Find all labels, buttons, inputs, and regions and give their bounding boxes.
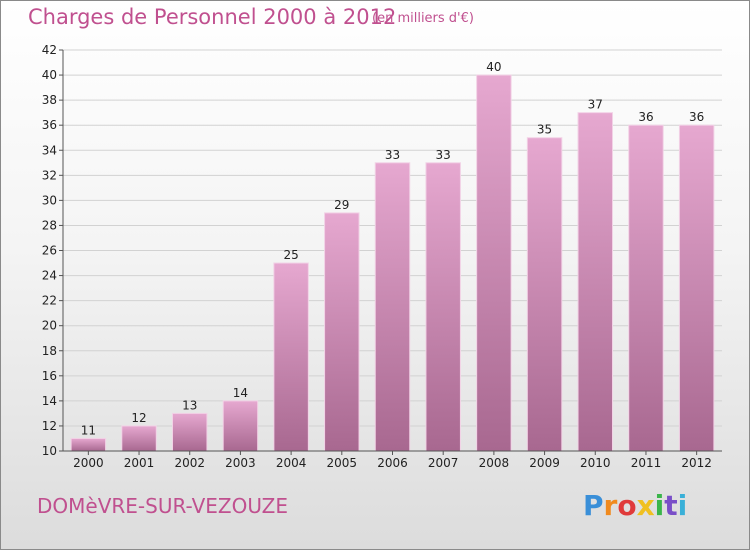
y-tick-label: 36 bbox=[42, 118, 57, 132]
bar-2001 bbox=[121, 425, 157, 452]
x-tick-label: 2010 bbox=[580, 456, 611, 470]
x-tick-label: 2005 bbox=[327, 456, 358, 470]
y-tick-label: 32 bbox=[42, 168, 57, 182]
x-tick-label: 2002 bbox=[174, 456, 205, 470]
y-tick-label: 16 bbox=[42, 369, 57, 383]
x-tick-label: 2003 bbox=[225, 456, 256, 470]
y-tick-label: 14 bbox=[42, 394, 57, 408]
data-label: 11 bbox=[81, 423, 96, 437]
x-tick-label: 2012 bbox=[681, 456, 712, 470]
logo-letter: P bbox=[583, 489, 604, 522]
x-tick-label: 2000 bbox=[73, 456, 104, 470]
bar-2010 bbox=[577, 112, 614, 452]
data-label: 12 bbox=[131, 411, 146, 425]
chart-subtitle: (en milliers d'€) bbox=[372, 11, 474, 26]
y-tick-label: 40 bbox=[42, 68, 57, 82]
labels: 11 12 13 14 25 29 33 33 40 35 37 36 36 bbox=[81, 60, 705, 437]
x-tick-label: 2006 bbox=[377, 456, 408, 470]
logo-letter: o bbox=[617, 489, 637, 522]
data-label: 25 bbox=[283, 248, 298, 262]
x-tick-label: 2001 bbox=[124, 456, 155, 470]
data-label: 36 bbox=[638, 110, 653, 124]
axes: 10 12 14 16 18 20 22 24 26 28 30 32 34 36 38 40 42 2000 20… bbox=[42, 43, 722, 470]
y-tick-label: 42 bbox=[42, 43, 57, 57]
bar-2008 bbox=[476, 74, 512, 452]
bar-2006 bbox=[374, 162, 411, 452]
data-label: 40 bbox=[486, 60, 501, 74]
y-tick-label: 34 bbox=[42, 143, 57, 157]
bar-2012 bbox=[678, 124, 715, 452]
x-tick-label: 2009 bbox=[529, 456, 560, 470]
data-label: 35 bbox=[537, 123, 552, 137]
bar-2005 bbox=[324, 212, 360, 452]
logo-letter: i bbox=[677, 489, 688, 522]
bars bbox=[70, 74, 715, 452]
proxiti-logo: Proxiti bbox=[583, 489, 687, 522]
bar-2002 bbox=[171, 412, 208, 452]
bar-2004 bbox=[273, 262, 309, 452]
logo-letter: x bbox=[636, 489, 655, 522]
bar-2011 bbox=[628, 124, 664, 452]
bar-2000 bbox=[70, 437, 107, 452]
logo-letter: r bbox=[603, 489, 618, 522]
x-tick-label: 2007 bbox=[428, 456, 459, 470]
data-label: 13 bbox=[182, 398, 197, 412]
data-label: 36 bbox=[689, 110, 704, 124]
y-tick-label: 26 bbox=[42, 244, 57, 258]
data-label: 33 bbox=[436, 148, 451, 162]
y-tick-label: 38 bbox=[42, 93, 57, 107]
y-tick-label: 30 bbox=[42, 193, 57, 207]
y-tick-label: 18 bbox=[42, 344, 57, 358]
y-tick-label: 12 bbox=[42, 419, 57, 433]
logo-letter: t bbox=[664, 489, 678, 522]
bar-2003 bbox=[222, 400, 259, 452]
chart-title: Charges de Personnel 2000 à 2012 bbox=[28, 5, 397, 29]
y-tick-label: 28 bbox=[42, 218, 57, 232]
commune-name: DOMèVRE-SUR-VEZOUZE bbox=[37, 494, 288, 518]
bar-2009 bbox=[526, 137, 563, 452]
y-tick-label: 24 bbox=[42, 269, 57, 283]
bar-2007 bbox=[425, 162, 461, 452]
data-label: 29 bbox=[334, 198, 349, 212]
data-label: 37 bbox=[588, 98, 603, 112]
y-tick-label: 20 bbox=[42, 319, 57, 333]
y-tick-label: 10 bbox=[42, 444, 57, 458]
x-tick-label: 2008 bbox=[479, 456, 510, 470]
logo-letter: i bbox=[654, 489, 665, 522]
x-tick-label: 2011 bbox=[631, 456, 662, 470]
x-tick-label: 2004 bbox=[276, 456, 307, 470]
data-label: 33 bbox=[385, 148, 400, 162]
data-label: 14 bbox=[233, 386, 248, 400]
y-tick-label: 22 bbox=[42, 294, 57, 308]
